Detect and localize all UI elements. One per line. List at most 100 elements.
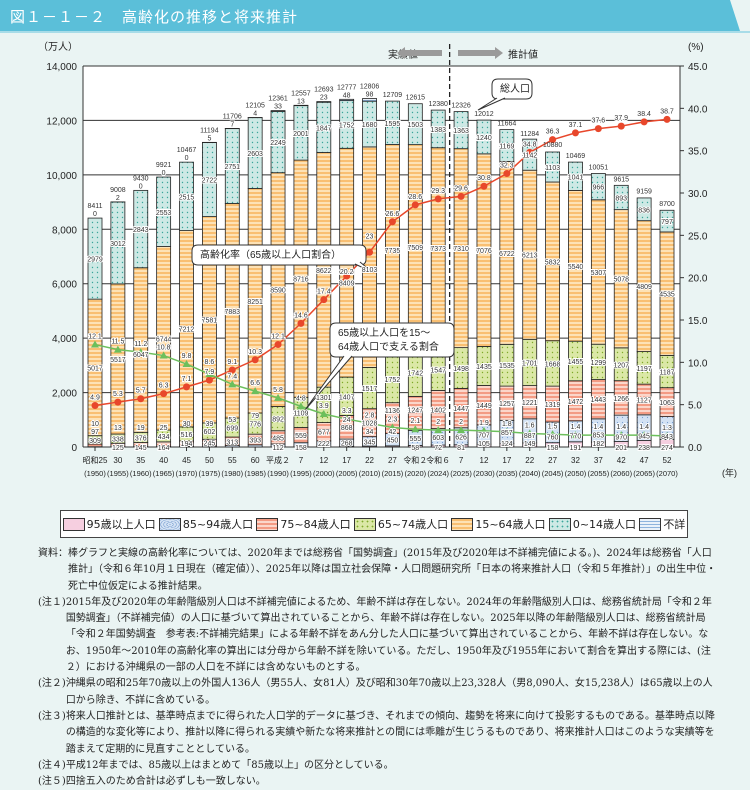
legend-label: 15~64歳人口 — [475, 516, 545, 532]
segment-value: 1455 — [568, 359, 584, 366]
x-tick-era: 40 — [159, 456, 168, 465]
segment-value: 1517 — [362, 386, 378, 393]
legend-label: 85~94歳人口 — [183, 516, 253, 532]
segment-value: 24 — [343, 417, 351, 424]
aging-rate-value: 29.3 — [431, 188, 445, 195]
legend-swatch — [63, 518, 85, 531]
x-tick-year: (1990) — [267, 469, 289, 478]
support-ratio-value: 1.4 — [616, 424, 626, 431]
segment-value: 699 — [226, 426, 238, 433]
legend-label: 65~74歳人口 — [378, 516, 448, 532]
y-tick-right: 10.0 — [688, 358, 708, 369]
aging-rate-value: 5.3 — [113, 391, 123, 398]
x-tick-year: (2035) — [496, 469, 518, 478]
legend-item: 75~84歳人口 — [256, 516, 350, 532]
x-tick-era: 27 — [548, 456, 557, 465]
unknown-value: 0 — [162, 170, 166, 177]
y-tick-left: 2,000 — [52, 389, 77, 400]
support-ratio-value: 1.6 — [525, 422, 535, 429]
total-value: 12615 — [406, 95, 426, 102]
total-value: 9615 — [613, 176, 629, 183]
segment-value: 1449 — [476, 403, 492, 410]
segment-value: 1301 — [316, 395, 332, 402]
segment-value: 338 — [112, 437, 124, 444]
x-tick-era: 22 — [525, 456, 534, 465]
support-ratio-callout-text: 65歳以上人口を15～ — [338, 327, 430, 339]
total-value: 12806 — [360, 83, 380, 90]
segment-value: 1041 — [568, 174, 584, 181]
segment-value: 450 — [387, 438, 399, 445]
segment-value: 268 — [341, 441, 353, 448]
x-tick-year: (1980) — [221, 469, 243, 478]
x-tick-year: (2040) — [519, 469, 541, 478]
segment-value: 1247 — [408, 407, 424, 414]
aging-rate-point — [664, 116, 671, 123]
y-tick-left: 12,000 — [46, 116, 77, 127]
total-value: 10051 — [589, 164, 609, 171]
segment-value: 158 — [547, 445, 559, 452]
aging-rate-value: 34.8 — [523, 141, 537, 148]
segment-value: 1498 — [453, 366, 469, 373]
x-tick-year: (2045) — [542, 469, 564, 478]
bar-unknown — [271, 111, 285, 112]
segment-value: 13 — [114, 425, 122, 432]
x-tick-era: 32 — [571, 456, 580, 465]
total-value: 9008 — [110, 187, 126, 194]
segment-value: 7581 — [202, 318, 218, 325]
x-tick-era: 30 — [113, 456, 122, 465]
segment-value: 7883 — [224, 309, 240, 316]
aging-rate-value: 30.8 — [477, 175, 491, 182]
y-tick-right: 20.0 — [688, 274, 708, 285]
support-ratio-value: 9.8 — [182, 353, 192, 360]
segment-value: 97 — [91, 429, 99, 436]
segment-value: 603 — [432, 435, 444, 442]
segment-value: 7076 — [476, 248, 492, 255]
segment-value: 313 — [226, 439, 238, 446]
segment-value: 191 — [570, 445, 582, 452]
x-tick-year: (1985) — [244, 469, 266, 478]
support-ratio-value: 7.4 — [227, 373, 237, 380]
note-key: (注３) — [38, 709, 66, 758]
segment-value: 10 — [91, 421, 99, 428]
legend-label: 0~14歳人口 — [573, 516, 636, 532]
support-ratio-value: 1.5 — [548, 423, 558, 430]
support-ratio-value: 1.9 — [479, 420, 489, 427]
aging-rate-value: 12.1 — [271, 334, 285, 341]
segment-value: 1136 — [385, 408, 400, 415]
aging-rate-point — [366, 249, 373, 256]
segment-value: 853 — [593, 432, 605, 439]
segment-value: 5078 — [613, 277, 629, 284]
note-key: (注５) — [38, 774, 66, 790]
y-tick-left: 14,000 — [46, 62, 77, 73]
x-tick-year: (2010) — [359, 469, 381, 478]
x-tick-era: 12 — [480, 456, 489, 465]
segment-value: 1063 — [659, 400, 675, 407]
total-value: 11706 — [223, 113, 242, 120]
segment-value: 7735 — [385, 248, 401, 255]
support-ratio-value: 1.3 — [662, 425, 672, 432]
support-ratio-value: 2.8 — [365, 412, 375, 419]
note-item: (注４)平成12年までは、85歳以上はまとめて「85歳以上」の区分としている。 — [38, 758, 718, 774]
unknown-value: 7 — [230, 121, 234, 128]
note-key: (注４) — [38, 758, 66, 774]
x-tick-year: (1965) — [153, 469, 175, 478]
note-key: (注２) — [38, 676, 66, 709]
note-text: 沖縄県の昭和25年70歳以上の外国人136人（男55人、女81人）及び昭和30年… — [66, 676, 718, 709]
segment-value: 81 — [457, 445, 465, 452]
y-unit-left: （万人） — [38, 41, 78, 53]
population-chart: 総人口高齢化率（65歳以上人口割合）65歳以上人口を15～64歳人口で支える割合… — [0, 0, 750, 505]
segment-value: 2979 — [87, 257, 103, 264]
segment-value: 194 — [181, 441, 193, 448]
segment-value: 19 — [137, 425, 145, 432]
segment-value: 42 — [389, 429, 397, 436]
bar-unknown — [340, 99, 354, 100]
x-tick-era: 37 — [594, 456, 603, 465]
x-tick-era: 35 — [136, 456, 145, 465]
support-ratio-value: 1.4 — [593, 424, 603, 431]
support-ratio-value: 8.6 — [205, 359, 215, 366]
legend-item: 85~94歳人口 — [159, 516, 253, 532]
legend-label: 95歳以上人口 — [87, 516, 156, 532]
segment-value: 1142 — [522, 153, 537, 160]
segment-value: 274 — [661, 445, 673, 452]
segment-value: 1847 — [316, 125, 332, 132]
